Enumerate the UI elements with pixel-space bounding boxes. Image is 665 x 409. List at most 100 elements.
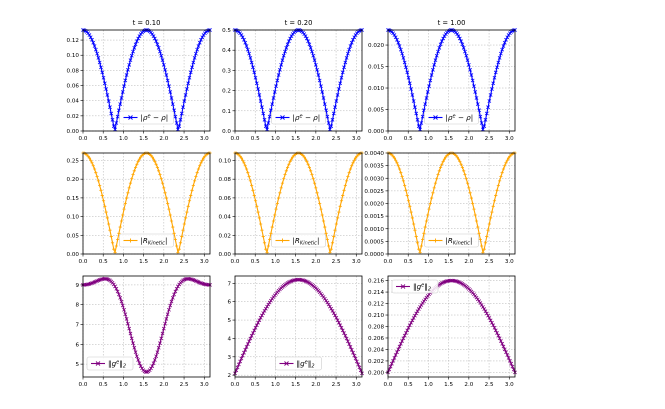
data-point	[97, 60, 102, 65]
y-tick-label: 0.005	[368, 108, 384, 114]
data-point	[174, 121, 179, 125]
x-tick-label: 2.0	[464, 259, 473, 265]
x-tick-label: 2.0	[159, 382, 168, 388]
data-point	[261, 234, 265, 239]
data-point	[506, 356, 511, 360]
data-point	[405, 328, 410, 333]
data-point	[183, 93, 188, 97]
data-point	[328, 250, 332, 254]
data-point	[486, 105, 490, 110]
data-point	[329, 306, 334, 311]
x-tick-label: 1.0	[119, 136, 128, 142]
y-tick-label: 0.00	[67, 252, 80, 258]
x-tick-label: 0.5	[99, 382, 108, 388]
legend: |ρe − ρ|	[271, 110, 326, 125]
data-point	[122, 84, 126, 89]
data-point	[487, 222, 491, 226]
data-point	[101, 75, 106, 80]
data-point	[262, 308, 267, 313]
data-point	[351, 37, 355, 42]
data-point	[478, 114, 483, 119]
data-point	[288, 159, 292, 164]
data-point	[493, 70, 498, 75]
data-point	[334, 222, 338, 226]
y-tick-label: 0.0015	[364, 214, 384, 220]
data-point	[419, 244, 423, 248]
data-point	[478, 238, 482, 242]
data-point	[173, 289, 178, 294]
x-tick-label: 1.5	[444, 259, 453, 265]
data-point	[497, 56, 502, 60]
data-point	[134, 354, 139, 359]
data-point	[100, 193, 104, 198]
x-tick-label: 1.0	[119, 259, 128, 265]
data-point	[504, 350, 508, 355]
data-point	[167, 307, 171, 312]
data-point	[491, 81, 496, 86]
data-point	[473, 90, 478, 94]
data-point	[181, 105, 185, 110]
x-tick-label: 2.0	[159, 136, 168, 142]
data-point	[470, 78, 475, 83]
data-point	[400, 175, 404, 179]
data-point	[291, 155, 295, 159]
legend-label: ‖ge‖2	[108, 359, 126, 370]
data-point	[406, 75, 411, 80]
data-point	[280, 181, 285, 185]
data-point	[191, 183, 195, 188]
x-tick-label: 1.0	[119, 382, 128, 388]
data-point	[457, 36, 462, 41]
data-point	[496, 60, 501, 65]
data-point	[168, 303, 173, 308]
data-point	[159, 336, 164, 341]
data-point	[273, 213, 277, 217]
y-tick-label: 0.10	[67, 215, 80, 221]
data-point	[100, 70, 105, 75]
data-point	[117, 292, 121, 297]
x-tick-label: 0.5	[251, 259, 260, 265]
data-point	[86, 154, 90, 158]
data-point	[109, 111, 114, 116]
data-point	[416, 124, 421, 129]
data-point	[503, 164, 507, 168]
data-point	[341, 193, 345, 198]
data-point	[395, 161, 399, 165]
data-point	[131, 49, 135, 54]
data-point	[482, 307, 487, 311]
data-point	[201, 156, 206, 160]
y-tick-label: 4	[227, 336, 231, 342]
data-point	[156, 45, 161, 50]
data-point	[411, 99, 416, 103]
data-point	[459, 162, 463, 166]
y-tick-label: 0.015	[368, 65, 384, 71]
y-tick-label: 5	[75, 362, 79, 368]
data-point	[152, 358, 157, 362]
y-tick-label: 0.216	[368, 279, 384, 285]
data-point	[192, 56, 197, 60]
data-point	[90, 37, 94, 42]
data-point	[317, 78, 322, 83]
data-point	[114, 286, 119, 291]
data-point	[245, 342, 250, 346]
data-point	[154, 162, 158, 166]
x-tick-label: 0.5	[99, 136, 108, 142]
data-point	[302, 155, 306, 159]
data-point	[496, 183, 500, 188]
data-point	[244, 167, 249, 171]
data-point	[242, 350, 246, 355]
y-tick-label: 0.5	[222, 28, 231, 34]
data-point	[287, 162, 291, 166]
data-point	[271, 219, 276, 223]
data-point	[260, 105, 264, 110]
y-tick-label: 0.0030	[364, 176, 384, 182]
data-point	[163, 321, 167, 326]
data-point	[353, 356, 358, 361]
data-point	[109, 234, 113, 239]
data-point	[343, 60, 348, 65]
data-point	[426, 213, 430, 217]
data-point	[466, 62, 471, 67]
y-tick-label: 0.00	[67, 129, 80, 135]
data-point	[121, 213, 125, 217]
data-point	[504, 37, 508, 42]
